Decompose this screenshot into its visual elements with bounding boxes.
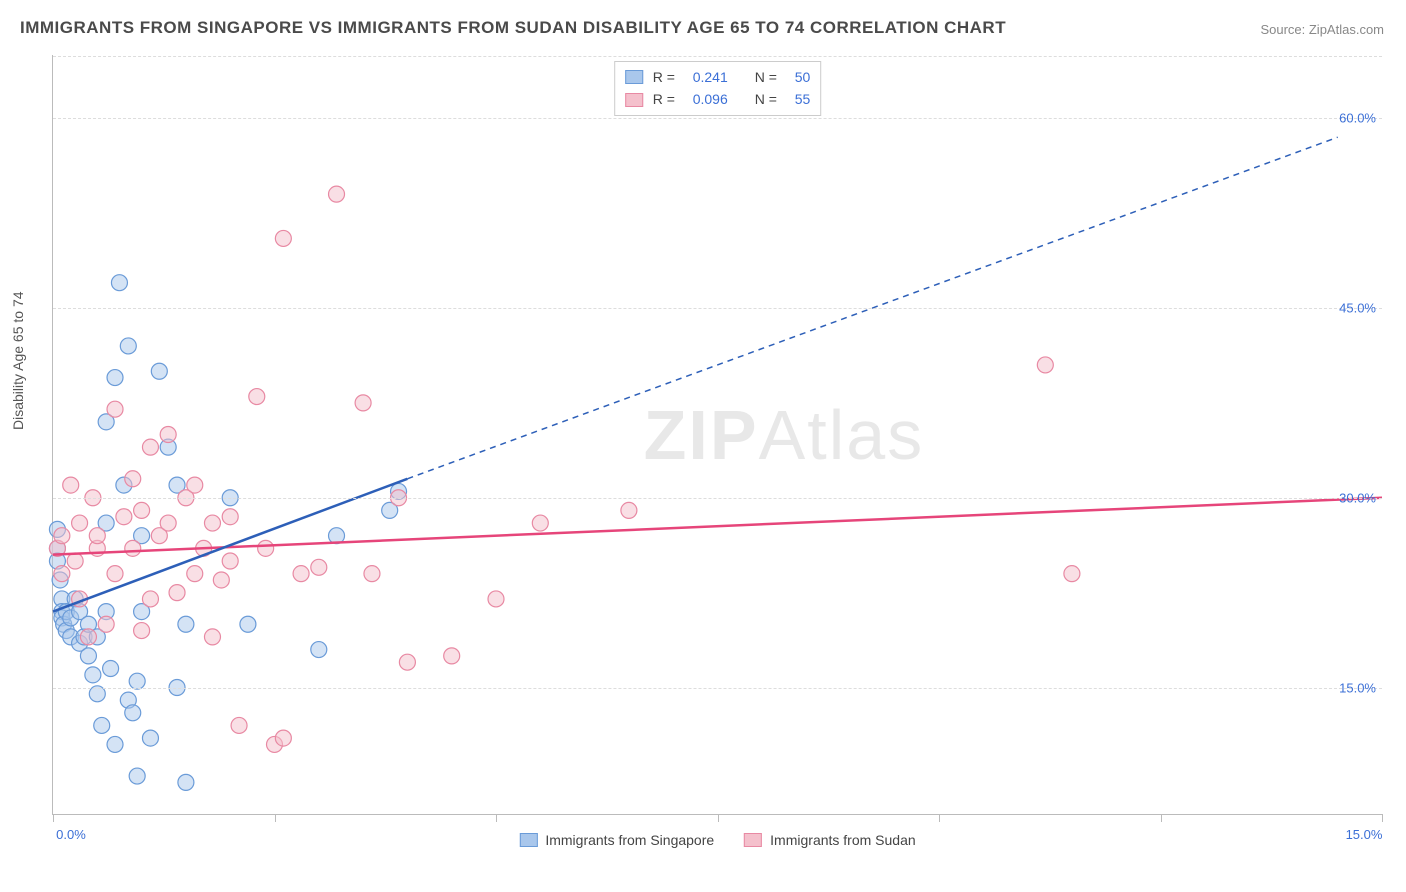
data-point xyxy=(222,509,238,525)
legend-label-singapore: Immigrants from Singapore xyxy=(545,832,714,848)
data-point xyxy=(107,370,123,386)
y-tick-label: 45.0% xyxy=(1339,301,1376,316)
series-legend: Immigrants from Singapore Immigrants fro… xyxy=(519,832,915,848)
data-point xyxy=(151,363,167,379)
data-point xyxy=(98,616,114,632)
data-point xyxy=(142,591,158,607)
chart-plot-area: ZIPAtlas R = 0.241 N = 50 R = 0.096 N = … xyxy=(52,55,1382,815)
data-point xyxy=(1037,357,1053,373)
x-tick xyxy=(939,814,940,822)
legend-item-sudan: Immigrants from Sudan xyxy=(744,832,916,848)
legend-item-singapore: Immigrants from Singapore xyxy=(519,832,714,848)
data-point xyxy=(213,572,229,588)
data-point xyxy=(103,661,119,677)
data-point xyxy=(116,509,132,525)
x-tick xyxy=(275,814,276,822)
y-tick-label: 15.0% xyxy=(1339,680,1376,695)
data-point xyxy=(1064,566,1080,582)
data-point xyxy=(142,439,158,455)
data-point xyxy=(187,566,203,582)
data-point xyxy=(94,717,110,733)
gridline xyxy=(53,688,1382,689)
data-point xyxy=(204,515,220,531)
data-point xyxy=(54,566,70,582)
data-point xyxy=(311,559,327,575)
chart-title: IMMIGRANTS FROM SINGAPORE VS IMMIGRANTS … xyxy=(20,18,1006,38)
gridline xyxy=(53,308,1382,309)
data-point xyxy=(107,566,123,582)
data-point xyxy=(89,528,105,544)
gridline xyxy=(53,118,1382,119)
data-point xyxy=(249,389,265,405)
y-tick-label: 30.0% xyxy=(1339,490,1376,505)
data-point xyxy=(129,768,145,784)
data-point xyxy=(72,515,88,531)
data-point xyxy=(111,275,127,291)
data-point xyxy=(134,623,150,639)
data-point xyxy=(399,654,415,670)
x-tick xyxy=(1382,814,1383,822)
data-point xyxy=(532,515,548,531)
data-point xyxy=(364,566,380,582)
data-point xyxy=(67,553,83,569)
data-point xyxy=(187,477,203,493)
data-point xyxy=(231,717,247,733)
data-point xyxy=(107,401,123,417)
trend-line-sudan xyxy=(53,498,1382,555)
scatter-svg xyxy=(53,55,1382,814)
data-point xyxy=(80,629,96,645)
data-point xyxy=(125,540,141,556)
y-axis-label: Disability Age 65 to 74 xyxy=(10,291,26,430)
data-point xyxy=(240,616,256,632)
swatch-sudan-bottom xyxy=(744,833,762,847)
data-point xyxy=(160,515,176,531)
data-point xyxy=(204,629,220,645)
x-tick xyxy=(53,814,54,822)
data-point xyxy=(258,540,274,556)
data-point xyxy=(85,667,101,683)
data-point xyxy=(125,705,141,721)
data-point xyxy=(222,553,238,569)
data-point xyxy=(488,591,504,607)
x-tick-label: 0.0% xyxy=(56,827,86,842)
data-point xyxy=(63,477,79,493)
data-point xyxy=(160,427,176,443)
gridline xyxy=(53,56,1382,57)
x-tick-label: 15.0% xyxy=(1346,827,1383,842)
data-point xyxy=(329,186,345,202)
data-point xyxy=(142,730,158,746)
data-point xyxy=(54,528,70,544)
data-point xyxy=(125,471,141,487)
gridline xyxy=(53,498,1382,499)
data-point xyxy=(120,338,136,354)
data-point xyxy=(80,648,96,664)
y-tick-label: 60.0% xyxy=(1339,111,1376,126)
data-point xyxy=(178,616,194,632)
data-point xyxy=(293,566,309,582)
data-point xyxy=(444,648,460,664)
data-point xyxy=(169,585,185,601)
data-point xyxy=(275,730,291,746)
data-point xyxy=(107,736,123,752)
source-attribution: Source: ZipAtlas.com xyxy=(1260,22,1384,37)
data-point xyxy=(178,774,194,790)
x-tick xyxy=(1161,814,1162,822)
data-point xyxy=(275,230,291,246)
swatch-singapore-bottom xyxy=(519,833,537,847)
legend-label-sudan: Immigrants from Sudan xyxy=(770,832,916,848)
x-tick xyxy=(496,814,497,822)
data-point xyxy=(621,502,637,518)
data-point xyxy=(355,395,371,411)
data-point xyxy=(134,502,150,518)
data-point xyxy=(311,642,327,658)
x-tick xyxy=(718,814,719,822)
